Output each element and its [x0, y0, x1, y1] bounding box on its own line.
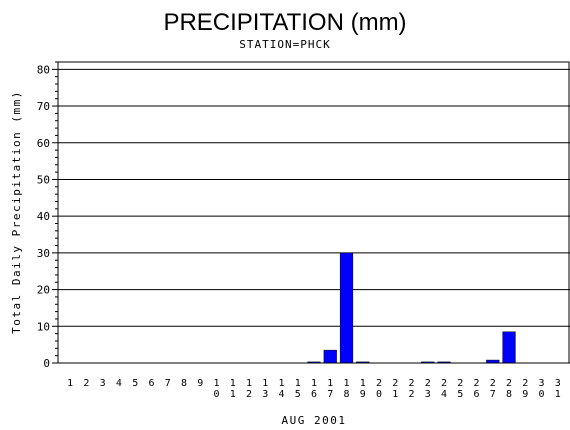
y-tick-label: 80	[37, 63, 50, 76]
x-tick-label: 8	[181, 378, 187, 389]
y-tick-label: 30	[37, 247, 50, 260]
y-tick-label: 70	[37, 100, 50, 113]
bar	[502, 331, 516, 364]
chart-subtitle: STATION=PHCK	[239, 38, 330, 51]
x-tick-label: 2	[83, 378, 89, 389]
x-tick-label: 3	[100, 378, 106, 389]
y-tick-label: 20	[37, 284, 50, 297]
x-tick-label: 1	[67, 378, 73, 389]
x-tick-label: 5	[132, 378, 138, 389]
y-tick-label: 0	[43, 357, 50, 370]
x-tick-label: 7	[165, 378, 171, 389]
bar	[339, 252, 354, 364]
y-tick-label: 50	[37, 173, 50, 186]
bar	[323, 349, 337, 364]
plot-area	[57, 61, 570, 364]
bars	[307, 252, 516, 364]
x-tick-label: 9	[197, 378, 203, 389]
chart-title: PRECIPITATION (mm)	[163, 9, 406, 36]
x-tick-label: 6	[148, 378, 154, 389]
y-axis: 0 10 20 30 40 50 60 70 80	[37, 61, 58, 370]
x-axis: 1 2 3 4 5 6 7 8 9 1 01 11 21 31 41 51 61 71 81 92 02 12 22 32 42…	[67, 378, 561, 400]
y-tick-label: 60	[37, 137, 50, 150]
gridlines	[58, 68, 570, 364]
y-tick-label: 40	[37, 210, 50, 223]
y-axis-label: Total Daily Precipitation (mm)	[10, 90, 23, 334]
y-tick-label: 10	[37, 320, 50, 333]
x-axis-label: AUG 2001	[282, 414, 347, 427]
x-tick-label: 4	[116, 378, 122, 389]
